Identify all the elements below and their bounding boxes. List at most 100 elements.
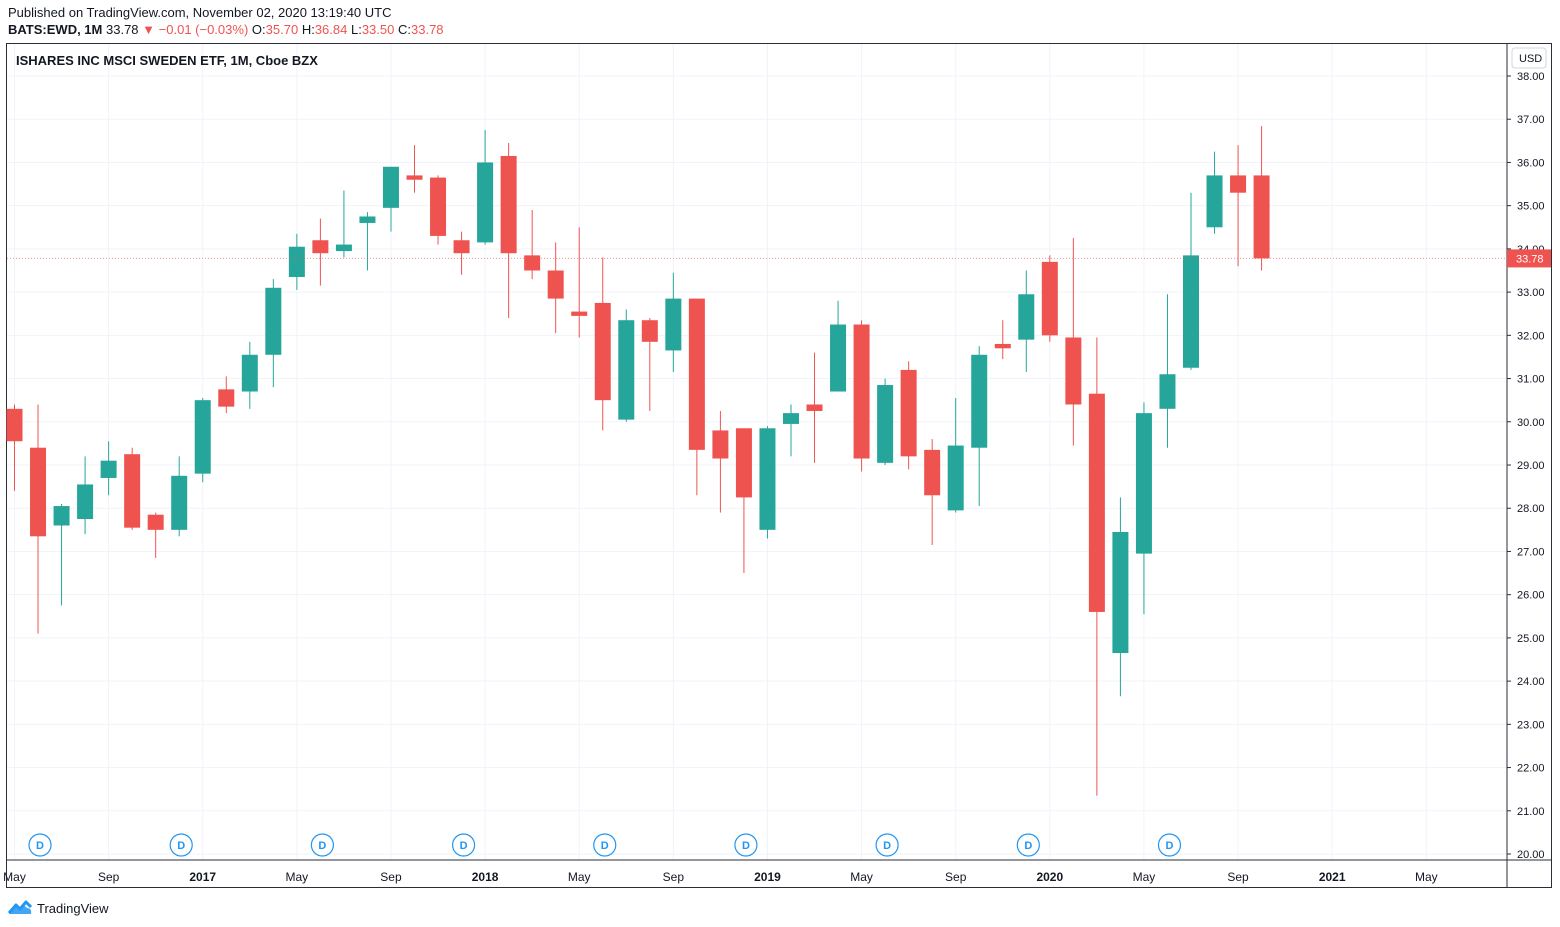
- y-tick-label: 31.00: [1517, 374, 1545, 386]
- candle-body[interactable]: [759, 428, 776, 530]
- candle-body[interactable]: [524, 255, 541, 271]
- dividend-marker[interactable]: [169, 833, 193, 857]
- dividend-marker-label: D: [883, 840, 891, 852]
- candle-body[interactable]: [853, 324, 870, 459]
- candle-body[interactable]: [547, 270, 564, 299]
- candle-body[interactable]: [124, 454, 141, 528]
- last-price-tag-label: 33.78: [1516, 253, 1544, 265]
- close-label: C:: [398, 22, 411, 37]
- candle-body[interactable]: [900, 369, 917, 457]
- x-tick-label: Sep: [98, 870, 120, 884]
- dividend-marker[interactable]: [1157, 833, 1182, 857]
- close-value: 33.78: [411, 22, 444, 37]
- high-value: 36.84: [314, 22, 348, 37]
- candle-body[interactable]: [1159, 374, 1176, 409]
- candle-body[interactable]: [806, 404, 823, 411]
- chart-frame[interactable]: [6, 43, 1552, 888]
- dividend-marker-label: D: [318, 840, 326, 852]
- y-tick-label: 26.00: [1517, 590, 1545, 602]
- candle-body[interactable]: [430, 177, 447, 236]
- dividend-marker[interactable]: [593, 833, 617, 857]
- dividend-marker[interactable]: [1016, 833, 1040, 857]
- candle-body[interactable]: [147, 514, 164, 530]
- candle-body[interactable]: [477, 162, 494, 243]
- candle-body[interactable]: [1230, 175, 1247, 193]
- candle-body[interactable]: [241, 354, 258, 392]
- candle-body[interactable]: [406, 175, 423, 180]
- x-tick-label: Sep: [945, 870, 967, 884]
- candle-body[interactable]: [641, 320, 658, 342]
- candle-body[interactable]: [712, 430, 729, 459]
- candle-body[interactable]: [1183, 255, 1199, 368]
- y-tick-label: 28.00: [1517, 503, 1545, 515]
- candle-body[interactable]: [994, 343, 1011, 349]
- x-tick-label: 2020: [1036, 870, 1063, 884]
- y-tick-label: 32.00: [1517, 330, 1545, 342]
- candle-body[interactable]: [618, 320, 635, 420]
- y-tick-label: 30.00: [1517, 417, 1545, 429]
- candle-body[interactable]: [877, 385, 894, 463]
- y-tick-label: 37.00: [1517, 114, 1545, 126]
- high-label: H:: [301, 22, 315, 37]
- candle-body[interactable]: [971, 354, 988, 448]
- candle-body[interactable]: [312, 240, 329, 254]
- candle-body[interactable]: [665, 298, 682, 351]
- candle-body[interactable]: [6, 408, 23, 442]
- x-tick-label: 2018: [472, 870, 499, 884]
- candle-body[interactable]: [1041, 261, 1058, 336]
- candle-body[interactable]: [947, 445, 964, 511]
- candle-body[interactable]: [924, 449, 941, 496]
- currency-box[interactable]: [1511, 47, 1547, 69]
- candle-body[interactable]: [335, 244, 352, 252]
- candle-body[interactable]: [53, 506, 70, 526]
- dividend-marker-label: D: [1024, 840, 1032, 852]
- dividend-marker[interactable]: [310, 833, 334, 857]
- dividend-marker[interactable]: [734, 833, 758, 857]
- candle-body[interactable]: [382, 166, 399, 208]
- candle-body[interactable]: [735, 428, 752, 498]
- tradingview-cloud-icon: [7, 900, 33, 914]
- candle-body[interactable]: [571, 311, 588, 316]
- dividend-marker-label: D: [36, 840, 44, 852]
- candle-body[interactable]: [77, 484, 94, 520]
- candle-body[interactable]: [1135, 413, 1152, 554]
- candle-body[interactable]: [782, 413, 799, 424]
- dividend-marker[interactable]: [451, 833, 476, 857]
- candle-body[interactable]: [594, 302, 611, 401]
- candle-body[interactable]: [1112, 531, 1129, 654]
- x-tick-label: May: [3, 870, 26, 884]
- open-label: O:: [251, 22, 266, 37]
- candle-body[interactable]: [265, 287, 282, 355]
- x-tick-label: Sep: [1227, 870, 1249, 884]
- y-tick-label: 27.00: [1517, 546, 1545, 558]
- candle-body[interactable]: [830, 324, 847, 392]
- candle-body[interactable]: [1018, 294, 1035, 340]
- candle-body[interactable]: [1065, 337, 1082, 405]
- x-tick-label: May: [286, 870, 309, 884]
- dividend-marker-label: D: [1165, 840, 1173, 852]
- candle-body[interactable]: [1253, 175, 1270, 259]
- dividend-marker[interactable]: [28, 833, 52, 857]
- candlestick-chart[interactable]: 20.00 21.00 22.00 23.00 24.00 25.00 26.00 27.00…: [0, 0, 1560, 900]
- candle-body[interactable]: [218, 389, 235, 407]
- candle-body[interactable]: [500, 155, 517, 254]
- symbol-label[interactable]: BATS:EWD, 1M: [8, 22, 103, 37]
- candle-body[interactable]: [194, 400, 211, 474]
- last-price-tag: [1507, 249, 1551, 268]
- candle-body[interactable]: [288, 246, 305, 277]
- dividend-marker[interactable]: [875, 833, 899, 857]
- candle-body[interactable]: [171, 475, 188, 530]
- candle-body[interactable]: [359, 216, 376, 223]
- x-tick-label: 2021: [1319, 870, 1346, 884]
- candle-body[interactable]: [30, 447, 47, 537]
- low-label: L:: [350, 22, 362, 37]
- candle-body[interactable]: [1206, 175, 1223, 228]
- tradingview-logo[interactable]: TradingView: [7, 900, 109, 916]
- candle-body[interactable]: [100, 460, 117, 478]
- candle-body[interactable]: [1088, 393, 1105, 612]
- candle-body[interactable]: [453, 240, 470, 254]
- ohlc-legend: BATS:EWD, 1M 33.78 ▼ −0.01 (−0.03%) O:35…: [8, 22, 444, 37]
- y-tick-label: 21.00: [1517, 806, 1545, 818]
- price-change: ▼ −0.01 (−0.03%): [142, 22, 249, 37]
- candle-body[interactable]: [688, 298, 705, 450]
